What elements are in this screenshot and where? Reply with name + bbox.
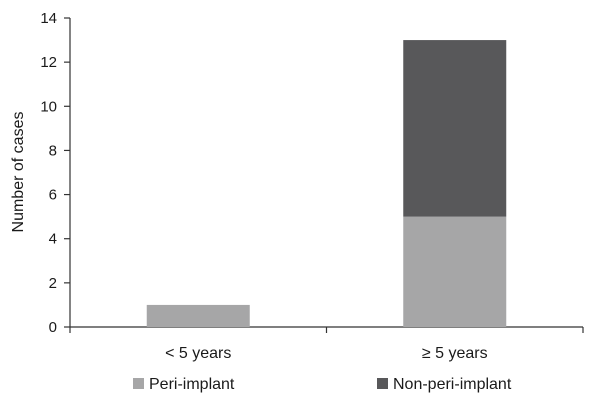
y-tick-label: 4 (49, 231, 57, 248)
category-labels: < 5 years ≥ 5 years (165, 345, 487, 362)
y-tick-label: 10 (40, 98, 57, 115)
bar-segment-peri-implant (146, 304, 250, 327)
y-tick-label: 12 (40, 54, 57, 71)
y-axis: 0 2 4 6 8 10 12 14 (40, 10, 71, 336)
y-tick-label: 14 (40, 10, 57, 27)
bar-segment-peri-implant (403, 216, 507, 327)
y-axis-title: Number of cases (10, 112, 27, 233)
x-axis (69, 326, 584, 333)
y-tick-label: 2 (49, 275, 57, 292)
legend-swatch (377, 378, 388, 389)
legend-label: Peri-implant (149, 376, 235, 393)
bars (146, 40, 507, 327)
x-category-label: < 5 years (165, 345, 231, 362)
legend-swatch (133, 378, 144, 389)
legend-label: Non-peri-implant (393, 376, 512, 393)
y-tick-label: 6 (49, 187, 57, 204)
x-category-label: ≥ 5 years (422, 345, 488, 362)
legend: Peri-implant Non-peri-implant (133, 376, 512, 393)
y-tick-label: 8 (49, 142, 57, 159)
y-tick-label: 0 (49, 319, 57, 336)
bar-segment-non-peri-implant (403, 40, 507, 217)
